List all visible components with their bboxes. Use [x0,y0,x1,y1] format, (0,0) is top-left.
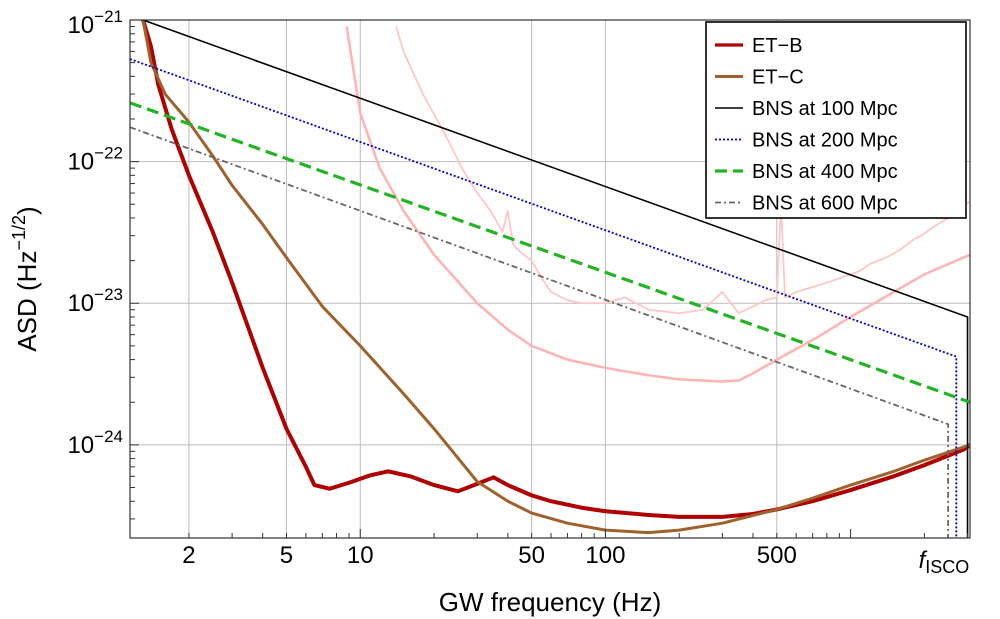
y-tick-exp: −21 [94,7,123,26]
y-tick-base: 10 [67,290,94,317]
y-tick-label: 10−23 [67,285,123,317]
y-tick-exp: −24 [94,427,123,446]
y-axis-title-main: ASD (Hz [12,251,42,352]
legend-label: BNS at 100 Mpc [752,98,898,120]
y-tick-label: 10−24 [67,427,123,459]
legend-label: BNS at 600 Mpc [752,193,898,215]
series-et-c [141,20,970,535]
legend-label: ET−C [752,67,804,89]
x-tick-label-fisco: fISCO [919,547,970,577]
axis-ticks [130,19,969,538]
y-tick-base: 10 [67,12,94,39]
x-tick-label: 50 [518,542,545,569]
x-tick-label: 500 [757,542,797,569]
y-tick-label: 10−21 [67,7,123,39]
series-reference-curve [395,26,970,315]
plot-frame [129,19,971,539]
y-axis-title-end: ) [12,206,42,215]
series-reference-curve [345,26,970,383]
y-axis-title-exp: −1/2 [9,215,29,251]
y-tick-exp: −23 [94,285,123,304]
legend-label: BNS at 400 Mpc [752,161,898,183]
x-tick-label: 2 [182,542,195,569]
legend: ET−B ET−C BNS at 100 Mpc BNS at 200 Mpc BNS … [705,21,967,219]
series-bns-at-100-mpc [142,20,969,538]
legend-box [705,21,967,219]
x-tick-label: 100 [585,542,625,569]
series-bns-at-600-mpc [130,126,950,538]
legend-label: BNS at 200 Mpc [752,130,898,152]
series-bns-at-200-mpc [130,58,958,538]
y-tick-base: 10 [67,432,94,459]
plot-area [130,20,970,538]
series-bns-at-400-mpc [130,101,970,404]
x-tick-label: 5 [280,542,293,569]
y-tick-label: 10−22 [67,144,123,176]
y-axis-title: ASD (Hz−1/2) [9,206,42,351]
legend-label: ET−B [752,35,803,57]
x-axis-title: GW frequency (Hz) [439,587,662,617]
x-tick-label: 10 [347,542,374,569]
fisco-f: f [919,547,928,574]
fisco-sub: ISCO [925,557,969,577]
y-tick-exp: −22 [94,144,123,163]
y-tick-base: 10 [67,149,94,176]
